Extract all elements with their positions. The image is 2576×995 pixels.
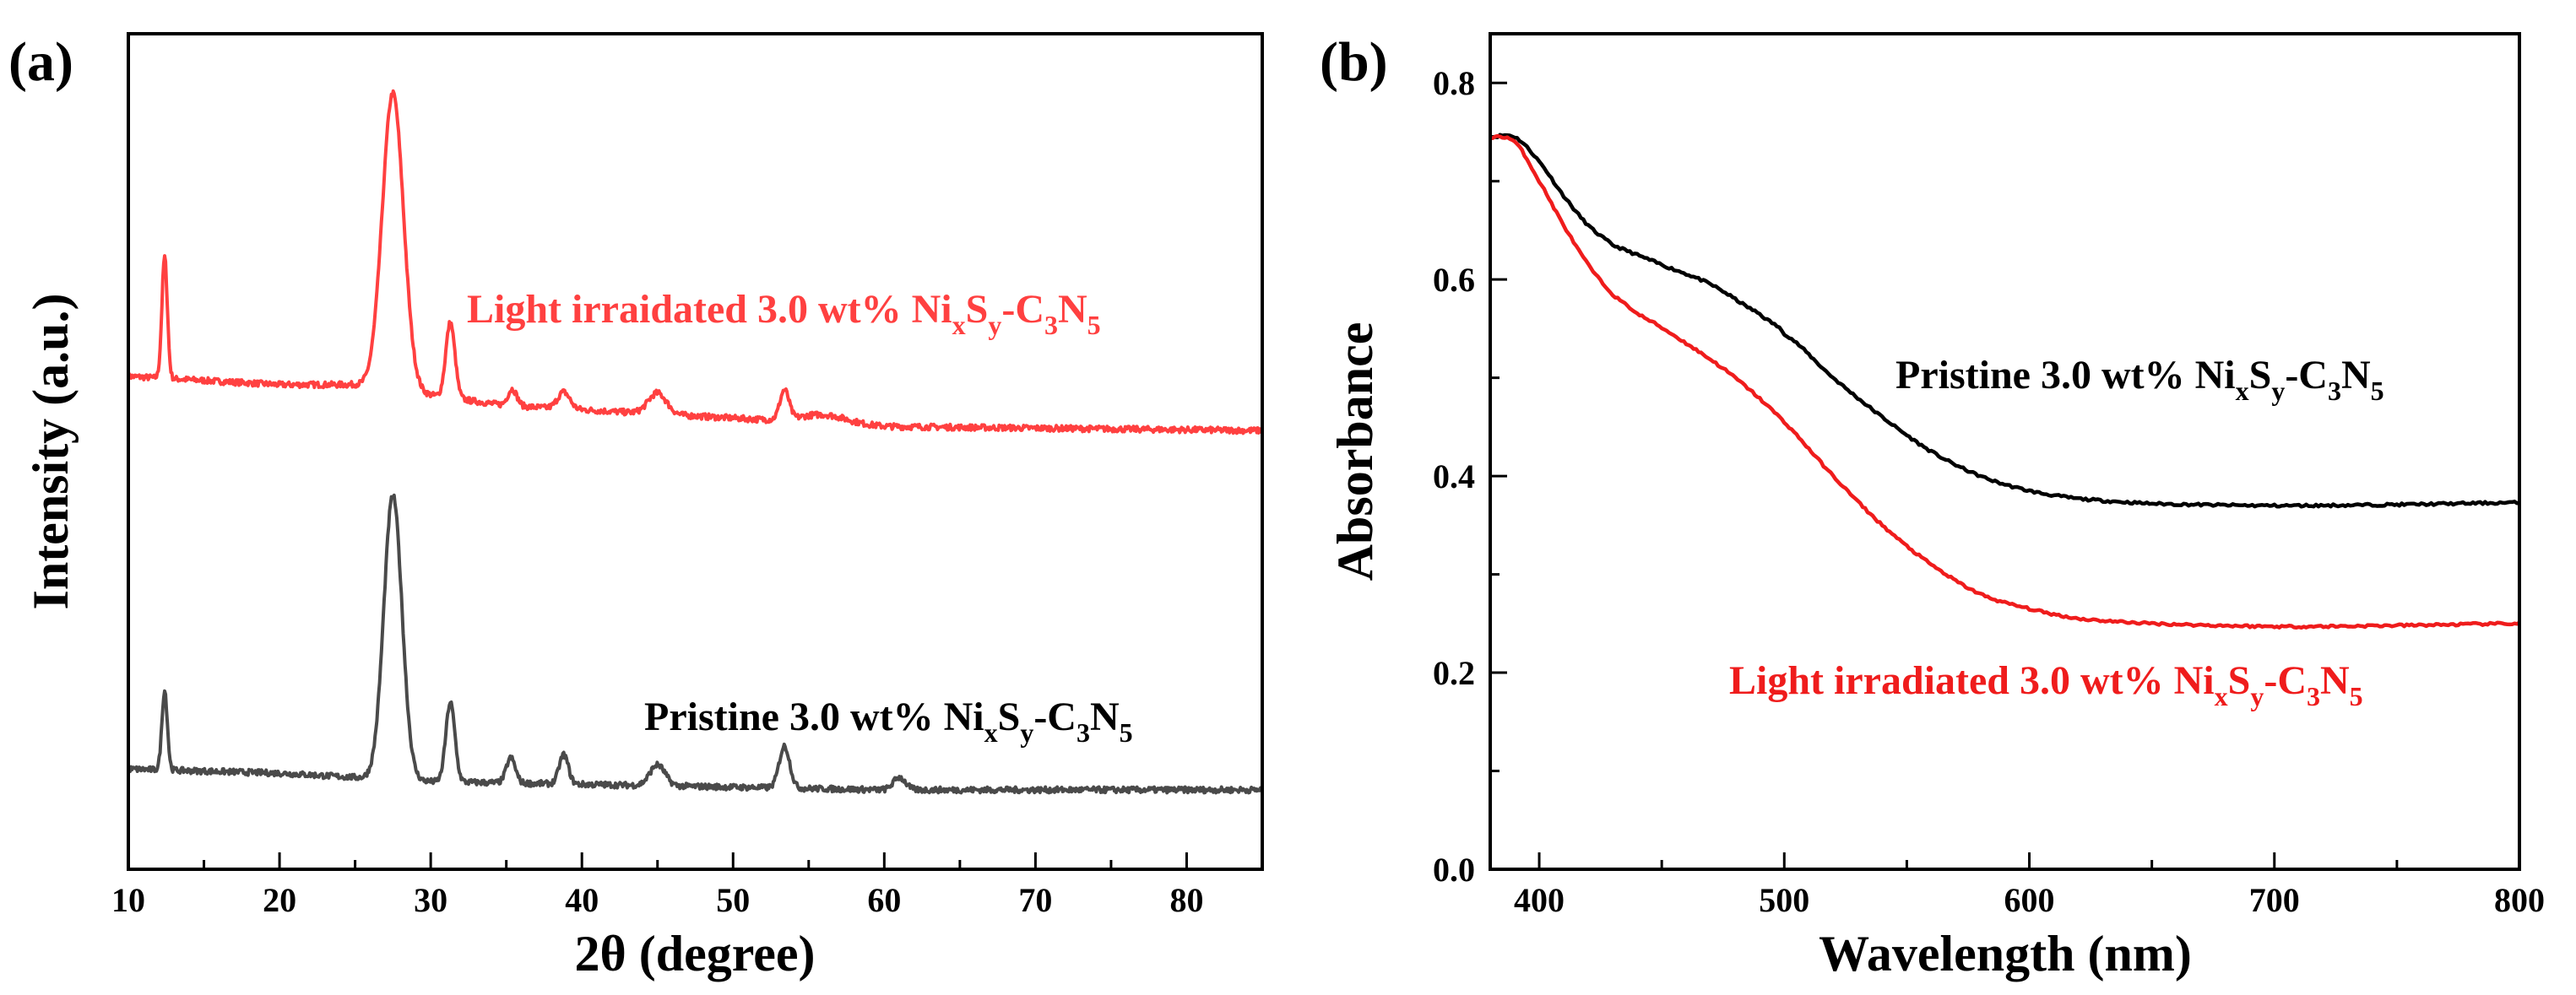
xrd-x-tick-label: 10	[111, 881, 145, 919]
absorbance-tick-layer: 400 500 600 700 800 0.0 0.2 0.4 0.6 0.8	[1433, 64, 2545, 919]
legend-subscript: 3	[2328, 376, 2341, 406]
legend-text: S	[2249, 353, 2272, 397]
xrd-plot-frame	[127, 32, 1264, 871]
xrd-x-axis-label: 2θ (degree)	[574, 926, 815, 981]
legend-text: S	[966, 287, 989, 332]
legend-subscript: y	[2271, 376, 2285, 406]
legend-subscript: y	[2250, 681, 2264, 711]
absorbance-legend-pristine: Pristine 3.0 wt% NixSy-C3N5	[1895, 353, 2384, 406]
xrd-legend-pristine: Pristine 3.0 wt% NixSy-C3N5	[644, 695, 1133, 748]
legend-text: N	[2320, 658, 2350, 703]
absorbance-x-tick-label: 800	[2494, 881, 2545, 919]
legend-subscript: x	[984, 717, 998, 748]
absorbance-y-axis-label: Absorbance	[1327, 322, 1383, 581]
absorbance-legend-irradiated: Light irradiated 3.0 wt% NixSy-C3N5	[1729, 658, 2363, 711]
legend-subscript: 3	[1044, 310, 1058, 340]
xrd-x-tick-label: 20	[263, 881, 296, 919]
legend-subscript: 5	[2371, 376, 2384, 406]
absorbance-y-tick-label: 0.0	[1433, 851, 1475, 889]
legend-text: Light irraidated 3.0 wt% Ni	[467, 287, 952, 332]
xrd-series-pristine	[127, 493, 1264, 795]
legend-subscript: 5	[1120, 717, 1133, 748]
legend-text: Light irradiated 3.0 wt% Ni	[1729, 658, 2215, 703]
absorbance-x-tick-label: 600	[2004, 881, 2055, 919]
xrd-chart: (a) 10 20 30 40 50 60 70 80 2θ (degree) Intensi…	[8, 31, 1264, 981]
absorbance-y-tick-label: 0.2	[1433, 654, 1475, 692]
legend-text: S	[2228, 658, 2251, 703]
absorbance-x-tick-label: 700	[2249, 881, 2300, 919]
absorbance-series-layer	[1489, 132, 2521, 630]
xrd-tick-layer: 10 20 30 40 50 60 70 80	[111, 852, 1264, 919]
legend-subscript: x	[2236, 376, 2249, 406]
xrd-x-tick-label: 80	[1169, 881, 1203, 919]
legend-subscript: x	[2215, 681, 2228, 711]
absorbance-series-pristine	[1489, 132, 2520, 509]
absorbance-y-tick-label: 0.4	[1433, 457, 1475, 495]
legend-text: -C	[2264, 658, 2307, 703]
legend-text: S	[998, 695, 1021, 739]
xrd-x-tick-label: 50	[716, 881, 750, 919]
legend-text: Pristine 3.0 wt% Ni	[644, 695, 984, 739]
absorbance-y-tick-label: 0.6	[1433, 261, 1475, 299]
xrd-x-tick-label: 60	[867, 881, 901, 919]
legend-text: -C	[2285, 353, 2328, 397]
xrd-x-tick-label: 40	[565, 881, 599, 919]
panel-label-a: (a)	[8, 31, 73, 93]
legend-subscript: 5	[1087, 310, 1101, 340]
xrd-x-tick-label: 70	[1018, 881, 1052, 919]
panel-label-b: (b)	[1320, 31, 1388, 93]
legend-subscript: x	[952, 310, 966, 340]
absorbance-chart: (b) 400 500 600 700 800 0.0 0.2 0.4 0.6 0.8 Wavel…	[1320, 31, 2545, 981]
absorbance-y-tick-label: 0.8	[1433, 64, 1475, 102]
legend-subscript: y	[988, 310, 1001, 340]
legend-text: Pristine 3.0 wt% Ni	[1895, 353, 2236, 397]
absorbance-x-axis-label: Wavelength (nm)	[1819, 926, 2192, 981]
absorbance-x-tick-label: 400	[1514, 881, 1565, 919]
xrd-y-axis-label: Intensity (a.u.)	[23, 293, 79, 609]
legend-text: N	[1090, 695, 1120, 739]
xrd-x-tick-label: 30	[414, 881, 447, 919]
legend-text: N	[2341, 353, 2371, 397]
xrd-series-layer	[127, 89, 1264, 795]
absorbance-plot-frame	[1489, 32, 2521, 871]
legend-text: -C	[1001, 287, 1044, 332]
absorbance-x-tick-label: 500	[1759, 881, 1809, 919]
legend-text: -C	[1033, 695, 1076, 739]
absorbance-series-irradiated	[1489, 133, 2521, 630]
legend-subscript: y	[1020, 717, 1033, 748]
xrd-series-irradiated	[127, 89, 1264, 435]
xrd-legend-irradiated: Light irraidated 3.0 wt% NixSy-C3N5	[467, 287, 1101, 340]
legend-text: N	[1058, 287, 1087, 332]
legend-subscript: 3	[1076, 717, 1090, 748]
legend-subscript: 3	[2307, 681, 2320, 711]
legend-subscript: 5	[2350, 681, 2363, 711]
